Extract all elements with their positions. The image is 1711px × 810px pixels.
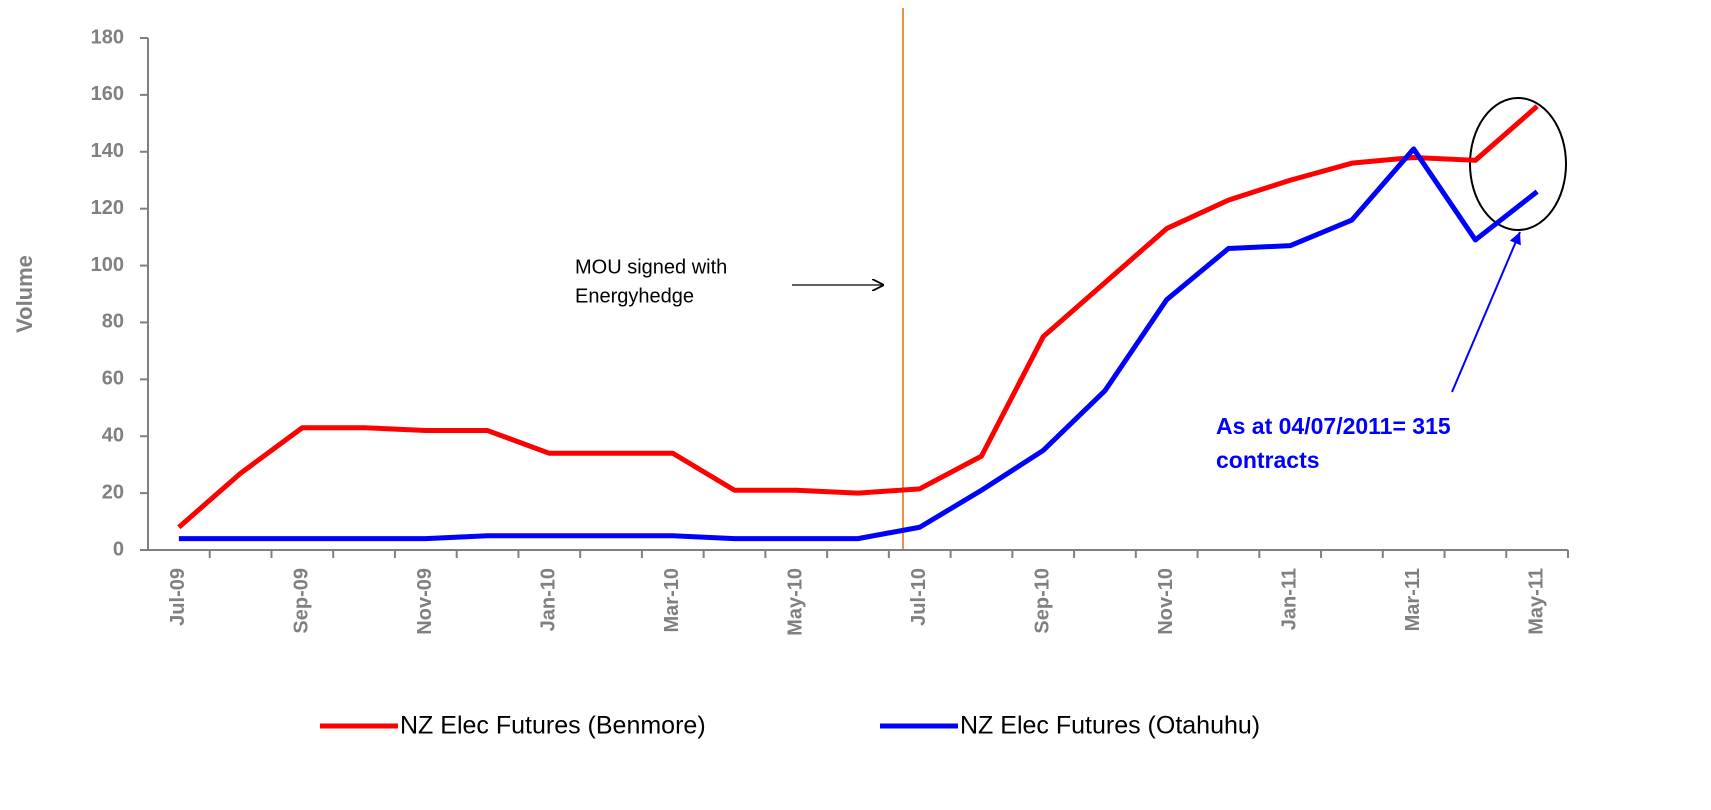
y-tick-label: 80: [102, 311, 124, 333]
series-line: [177, 104, 1539, 530]
x-tick-label: May-10: [785, 568, 807, 636]
highlight-ellipse: [1469, 97, 1567, 231]
x-tick-label: Sep-10: [1031, 568, 1053, 634]
y-tick-label: 140: [91, 140, 124, 162]
y-tick-label: 0: [113, 538, 124, 560]
annotation-arrow: [1451, 231, 1521, 393]
annotation-text: As at 04/07/2011= 315: [1216, 413, 1451, 439]
y-axis-label: Volume: [12, 255, 37, 333]
y-tick-label: 180: [91, 26, 124, 48]
x-tick-label: Mar-10: [661, 568, 683, 632]
y-tick-label: 100: [91, 254, 124, 276]
x-tick-label: Jul-09: [167, 568, 189, 626]
series-line: [178, 146, 1539, 542]
y-tick-label: 60: [102, 368, 124, 390]
x-tick-label: Nov-10: [1155, 568, 1177, 635]
legend-label: NZ Elec Futures (Benmore): [400, 712, 706, 740]
x-tick-label: Jan-11: [1278, 568, 1300, 630]
x-tick-label: Sep-09: [291, 568, 313, 634]
x-tick-label: Nov-09: [414, 568, 436, 635]
x-tick-label: May-11: [1525, 568, 1547, 635]
x-tick-label: Jan-10: [538, 568, 560, 631]
annotation: MOU signed with Energyhedge: [575, 256, 727, 307]
y-tick-label: 160: [91, 83, 124, 105]
x-tick-label: Jul-10: [908, 568, 930, 626]
annotation-text: Energyhedge: [575, 285, 694, 307]
legend-label: NZ Elec Futures (Otahuhu): [960, 712, 1260, 740]
y-tick-label: 20: [102, 481, 124, 503]
y-tick-label: 40: [102, 425, 124, 447]
annotation-text: MOU signed with: [575, 256, 727, 278]
annotation: As at 04/07/2011= 315 contracts: [1216, 413, 1451, 473]
y-tick-label: 120: [91, 197, 124, 219]
annotation-text: contracts: [1216, 447, 1320, 473]
x-tick-label: Mar-11: [1402, 568, 1424, 631]
